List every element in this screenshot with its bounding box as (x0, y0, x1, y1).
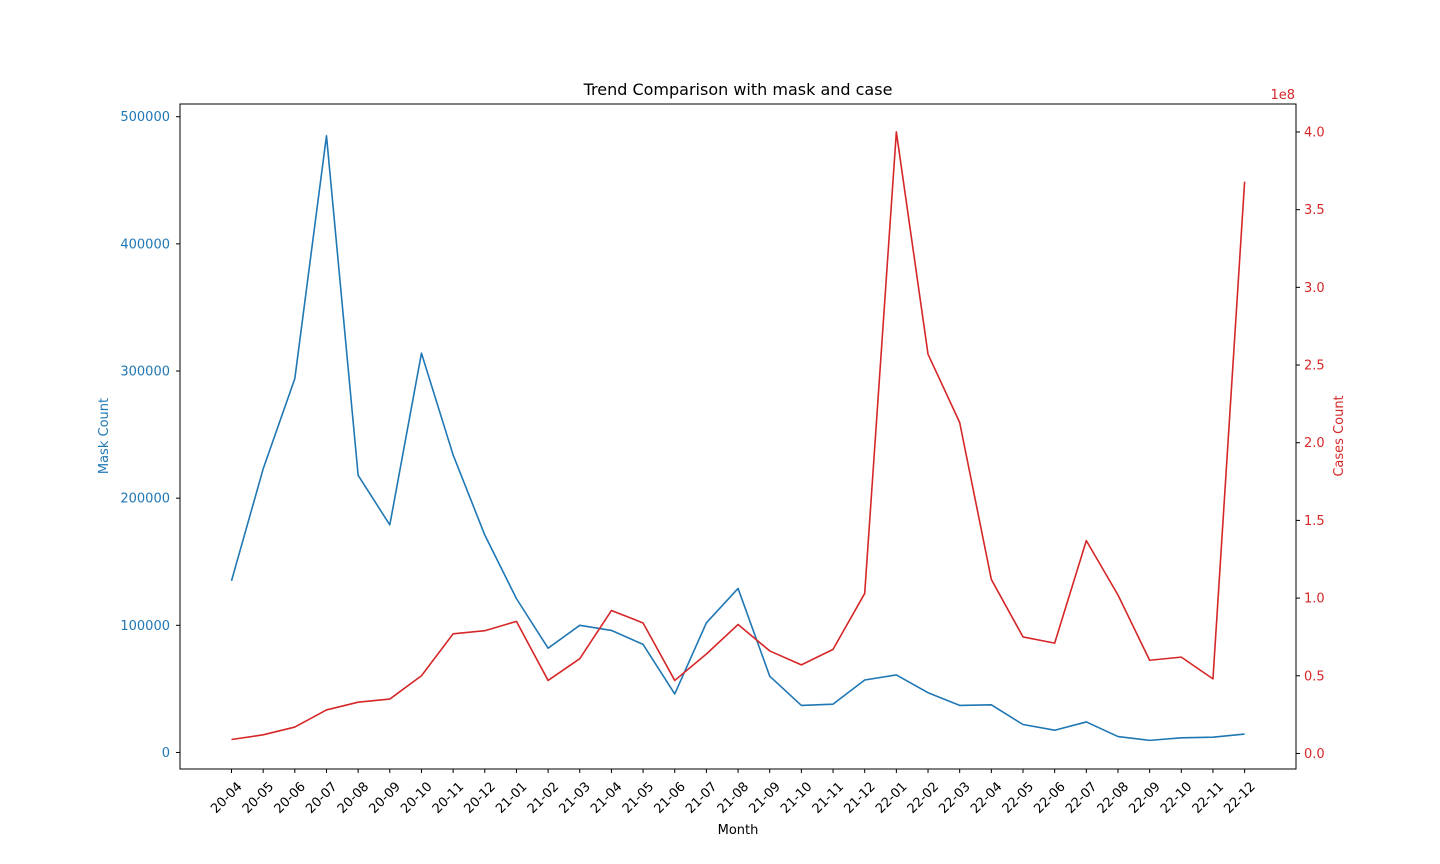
x-axis-label: Month (718, 823, 759, 838)
right-y-axis: 0.0 0.5 1.0 1.5 2.0 2.5 3.0 3.5 4.0 (1296, 125, 1325, 762)
left-tick-label: 300000 (120, 365, 170, 380)
right-tick-label: 3.5 (1304, 203, 1325, 218)
left-y-axis: 0 100000 200000 300000 400000 500000 (120, 110, 180, 761)
right-tick-label: 4.0 (1304, 125, 1325, 140)
right-tick-label: 2.5 (1304, 359, 1325, 374)
left-tick-label: 400000 (120, 237, 170, 252)
right-tick-label: 1.0 (1304, 592, 1325, 607)
cases-count-line (231, 131, 1246, 741)
right-y-axis-label: Cases Count (1332, 395, 1347, 476)
series-layer (230, 131, 1246, 742)
right-tick-label: 3.0 (1304, 281, 1325, 296)
left-y-axis-label: Mask Count (97, 398, 112, 474)
left-tick-label: 0 (162, 746, 170, 761)
right-tick-label: 1.5 (1304, 514, 1325, 529)
right-axis-offset-text: 1e8 (1270, 88, 1295, 103)
left-tick-label: 500000 (120, 110, 170, 125)
mask-count-line (230, 134, 1245, 742)
right-tick-label: 0.0 (1304, 747, 1325, 762)
right-tick-label: 2.0 (1304, 436, 1325, 451)
left-tick-label: 200000 (120, 492, 170, 507)
left-tick-label: 100000 (120, 619, 170, 634)
right-tick-label: 0.5 (1304, 669, 1325, 684)
chart-title: Trend Comparison with mask and case (583, 80, 893, 99)
